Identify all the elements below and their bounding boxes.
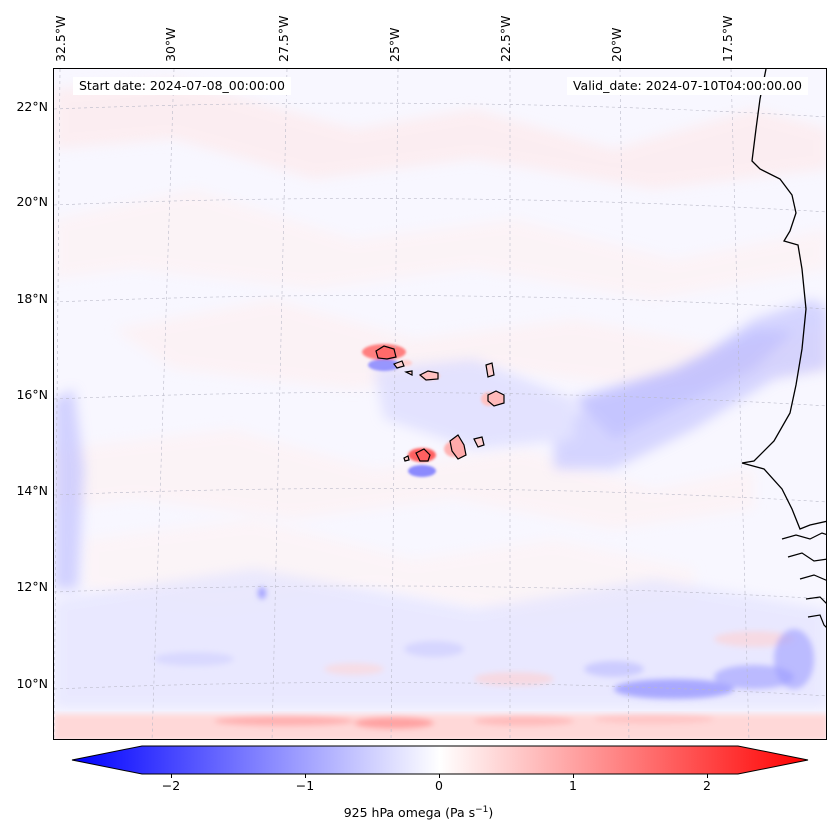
cb-tickmark-1 <box>573 774 574 778</box>
cape-verde-islands <box>375 345 505 462</box>
cb-tickmark-2 <box>707 774 708 778</box>
cb-tickmark-m1 <box>305 774 306 778</box>
colorbar-title-main: 925 hPa omega (Pa s <box>343 805 476 821</box>
start-date-label: Start date: 2024-07-08_00:00:00 <box>73 77 291 95</box>
island-sao-nicolau <box>418 370 439 381</box>
south-convective-noise <box>154 587 814 699</box>
graticule <box>54 69 826 739</box>
southern-boundary-band <box>54 714 826 739</box>
colorbar-title: 925 hPa omega (Pa s−1) <box>0 805 837 820</box>
weak-positive-streaks <box>54 79 826 619</box>
lon-label-27-5w: 27.5°W <box>276 15 291 62</box>
colorbar-title-end: ) <box>488 805 494 821</box>
colorbar-svg <box>71 745 809 775</box>
island-sao-vicente <box>393 360 405 369</box>
lat-label-12n: 12°N <box>16 579 48 594</box>
lon-label-20w: 20°W <box>609 27 624 62</box>
cb-tick-label-m1: −1 <box>295 778 315 793</box>
lon-label-30w: 30°W <box>163 27 178 62</box>
lon-label-22-5w: 22.5°W <box>498 15 513 62</box>
cb-tickmark-m2 <box>171 774 172 778</box>
lon-label-32-5w: 32.5°W <box>53 15 68 62</box>
africa-coastline <box>741 69 826 530</box>
island-boa-vista <box>487 390 505 407</box>
island-sal <box>485 362 495 378</box>
cb-tickmark-0 <box>439 774 440 778</box>
colorbar <box>70 745 810 775</box>
island-maio <box>473 436 485 448</box>
lat-label-22n: 22°N <box>16 99 48 114</box>
cb-tick-label-0: 0 <box>435 778 443 793</box>
lon-label-17-5w: 17.5°W <box>720 15 735 62</box>
lat-label-14n: 14°N <box>16 483 48 498</box>
valid-date-label: Valid_date: 2024-07-10T04:00:00.00 <box>566 77 808 95</box>
island-fogo <box>415 448 431 462</box>
cb-tick-label-1: 1 <box>569 778 577 793</box>
lat-label-20n: 20°N <box>16 194 48 209</box>
lon-label-25w: 25°W <box>387 27 402 62</box>
coast-gambia <box>781 532 826 628</box>
cb-tick-label-2: 2 <box>703 778 711 793</box>
colorbar-title-sup: −1 <box>475 805 489 815</box>
island-brava <box>403 455 410 462</box>
colorbar-gradient <box>71 745 809 775</box>
island-santa-luzia <box>404 370 413 376</box>
map-panel <box>53 68 827 740</box>
lat-label-18n: 18°N <box>16 291 48 306</box>
omega-field-map <box>54 69 826 739</box>
lat-label-10n: 10°N <box>16 676 48 691</box>
island-santo-antao <box>375 345 397 360</box>
lat-label-16n: 16°N <box>16 387 48 402</box>
cb-tick-label-m2: −2 <box>161 778 181 793</box>
island-santiago <box>449 434 467 460</box>
